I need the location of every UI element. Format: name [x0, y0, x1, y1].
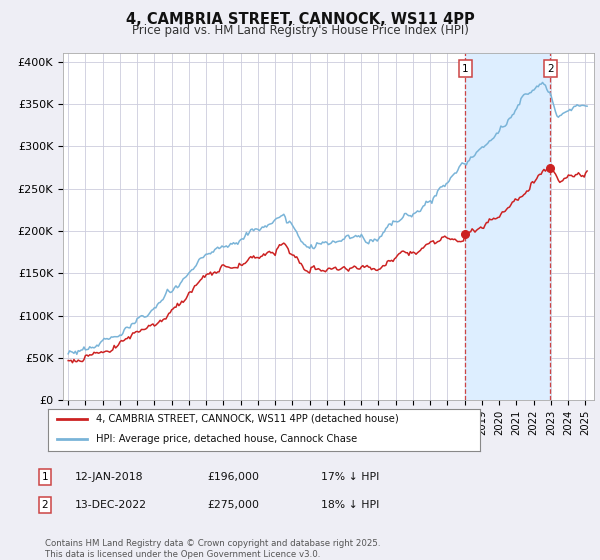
Text: HPI: Average price, detached house, Cannock Chase: HPI: Average price, detached house, Cann… [95, 434, 357, 444]
Text: 4, CAMBRIA STREET, CANNOCK, WS11 4PP (detached house): 4, CAMBRIA STREET, CANNOCK, WS11 4PP (de… [95, 414, 398, 424]
Text: 2: 2 [547, 64, 554, 74]
Text: 12-JAN-2018: 12-JAN-2018 [75, 472, 143, 482]
Bar [466, 53, 550, 400]
Text: 13-DEC-2022: 13-DEC-2022 [75, 500, 147, 510]
Text: Price paid vs. HM Land Registry's House Price Index (HPI): Price paid vs. HM Land Registry's House … [131, 24, 469, 36]
Text: 17% ↓ HPI: 17% ↓ HPI [321, 472, 379, 482]
Text: 4, CAMBRIA STREET, CANNOCK, WS11 4PP: 4, CAMBRIA STREET, CANNOCK, WS11 4PP [125, 12, 475, 27]
Text: 1: 1 [41, 472, 49, 482]
Text: £275,000: £275,000 [207, 500, 259, 510]
Text: Contains HM Land Registry data © Crown copyright and database right 2025.
This d: Contains HM Land Registry data © Crown c… [45, 539, 380, 559]
Text: £196,000: £196,000 [207, 472, 259, 482]
Text: 18% ↓ HPI: 18% ↓ HPI [321, 500, 379, 510]
Text: 1: 1 [462, 64, 469, 74]
Text: 2: 2 [41, 500, 49, 510]
